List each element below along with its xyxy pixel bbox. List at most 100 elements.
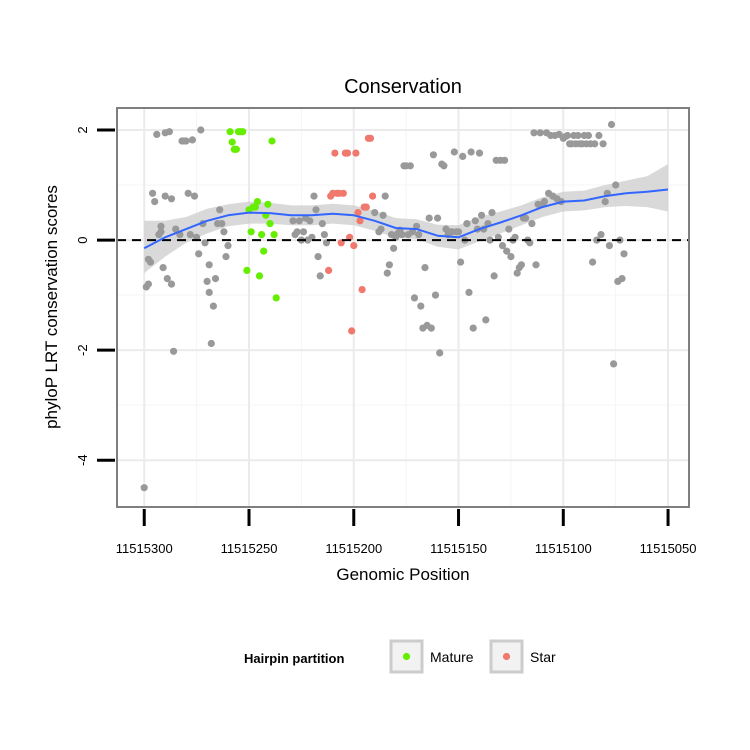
data-point bbox=[467, 148, 475, 156]
data-point bbox=[159, 264, 167, 272]
data-point bbox=[421, 264, 429, 272]
data-point bbox=[232, 145, 240, 153]
data-point bbox=[343, 149, 352, 157]
data-point bbox=[172, 225, 180, 233]
data-point bbox=[314, 253, 322, 261]
x-tick-label: 11515200 bbox=[325, 541, 382, 556]
data-point bbox=[591, 140, 599, 148]
data-point bbox=[268, 137, 276, 145]
data-point bbox=[417, 302, 425, 310]
data-point bbox=[490, 272, 498, 280]
data-point bbox=[157, 228, 165, 236]
data-point bbox=[350, 242, 358, 250]
data-point bbox=[184, 189, 192, 197]
data-point bbox=[385, 261, 393, 269]
data-point bbox=[501, 156, 509, 164]
data-point bbox=[144, 280, 152, 288]
data-point bbox=[574, 131, 582, 140]
data-point bbox=[146, 258, 155, 266]
data-point bbox=[607, 120, 616, 129]
data-point bbox=[260, 247, 268, 255]
data-point bbox=[157, 222, 165, 230]
legend-marker-mature bbox=[402, 652, 411, 661]
data-point bbox=[505, 225, 513, 233]
y-axis-title: phyloP LRT conservation scores bbox=[42, 185, 61, 429]
data-point bbox=[293, 228, 301, 236]
data-point bbox=[190, 192, 199, 200]
data-point bbox=[475, 149, 484, 157]
data-point bbox=[584, 131, 593, 140]
data-point bbox=[264, 200, 272, 208]
data-point bbox=[415, 231, 423, 239]
data-point bbox=[182, 137, 190, 145]
legend-label-star: Star bbox=[530, 649, 556, 665]
data-point bbox=[427, 324, 435, 332]
data-point bbox=[522, 214, 530, 222]
data-point bbox=[201, 239, 209, 247]
data-point bbox=[507, 253, 515, 261]
data-point bbox=[369, 192, 377, 200]
data-point bbox=[540, 198, 549, 206]
data-point bbox=[465, 288, 473, 296]
data-point bbox=[331, 149, 339, 157]
data-point bbox=[203, 277, 211, 285]
data-point bbox=[488, 209, 496, 217]
x-tick-label: 11515050 bbox=[640, 541, 697, 556]
data-point bbox=[406, 162, 414, 170]
data-point bbox=[434, 214, 442, 222]
data-point bbox=[589, 258, 597, 266]
series-star bbox=[325, 134, 377, 335]
data-point bbox=[205, 288, 213, 296]
data-point bbox=[220, 228, 228, 236]
confidence-band bbox=[144, 164, 668, 274]
data-point bbox=[595, 131, 603, 140]
data-point bbox=[165, 128, 173, 136]
data-point bbox=[170, 347, 178, 355]
data-point bbox=[381, 192, 389, 200]
x-axis-title: Genomic Position bbox=[336, 565, 469, 584]
data-point bbox=[358, 286, 366, 294]
data-point bbox=[530, 129, 538, 137]
data-point bbox=[354, 209, 362, 217]
data-point bbox=[532, 261, 540, 269]
x-tick-label: 11515100 bbox=[535, 541, 592, 556]
data-point bbox=[436, 349, 444, 357]
data-point bbox=[251, 203, 259, 211]
data-point bbox=[605, 242, 614, 250]
y-tick-label: 2 bbox=[75, 126, 90, 133]
data-point bbox=[597, 231, 605, 239]
data-point bbox=[482, 316, 490, 324]
data-point bbox=[270, 231, 278, 239]
data-point bbox=[469, 324, 477, 332]
x-tick-label: 11515250 bbox=[221, 541, 278, 556]
x-tick-label: 11515150 bbox=[430, 541, 487, 556]
data-point bbox=[197, 126, 205, 134]
data-point bbox=[398, 231, 406, 239]
legend-label-mature: Mature bbox=[430, 649, 474, 665]
data-point bbox=[390, 244, 398, 252]
x-tick-label: 11515300 bbox=[116, 541, 173, 556]
legend-title: Hairpin partition bbox=[244, 651, 344, 666]
data-point bbox=[348, 327, 356, 335]
data-point bbox=[140, 484, 148, 492]
data-point bbox=[306, 217, 314, 225]
data-point bbox=[599, 140, 607, 148]
plot-panel: 11515300 11515250 11515200 11515150 11515100… bbox=[75, 107, 697, 556]
data-point bbox=[216, 206, 224, 214]
data-point bbox=[440, 162, 448, 170]
data-point bbox=[312, 206, 320, 214]
series-mature bbox=[226, 128, 280, 302]
data-point bbox=[186, 231, 194, 239]
y-tick-label: -2 bbox=[75, 344, 90, 356]
data-point bbox=[205, 261, 213, 269]
data-point bbox=[289, 217, 297, 225]
data-point bbox=[258, 231, 266, 239]
data-point bbox=[207, 339, 215, 348]
y-tick-label: -4 bbox=[75, 454, 90, 466]
data-point bbox=[513, 269, 521, 277]
data-point bbox=[450, 148, 458, 156]
data-point bbox=[149, 189, 157, 197]
data-point bbox=[224, 242, 232, 250]
data-point bbox=[486, 236, 494, 244]
data-point bbox=[379, 211, 387, 219]
